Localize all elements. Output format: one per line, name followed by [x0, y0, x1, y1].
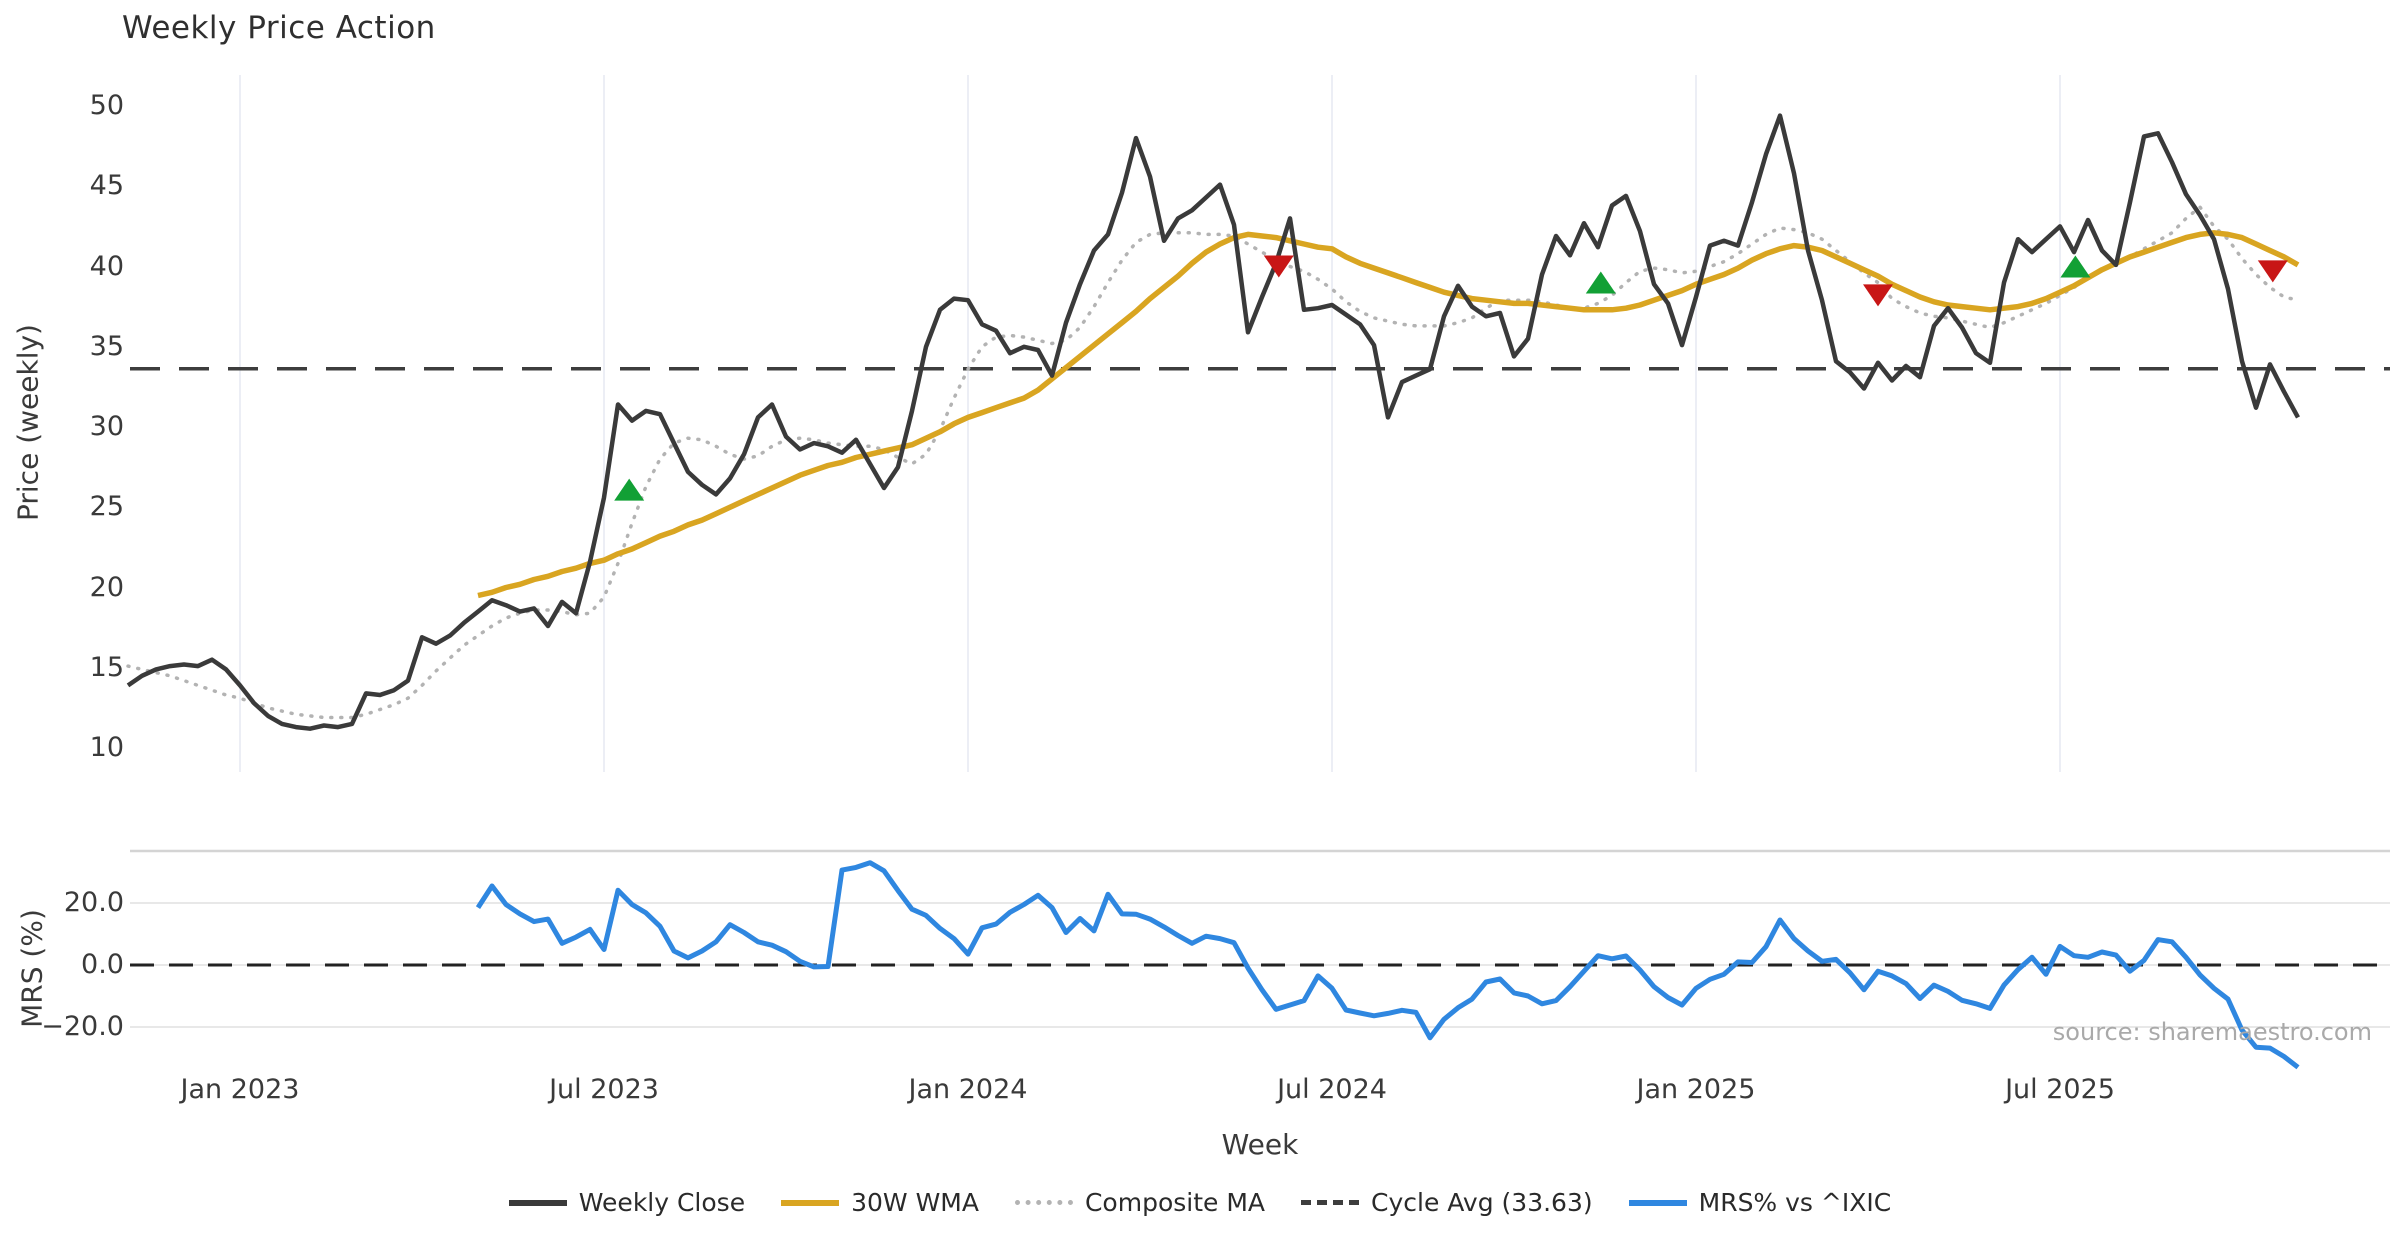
legend-swatch-icon	[508, 1199, 567, 1206]
mrs-y-tick-label: −20.0	[41, 1011, 124, 1042]
legend-swatch-icon	[1628, 1199, 1687, 1206]
legend-label: Composite MA	[1084, 1188, 1266, 1217]
legend-label: Weekly Close	[578, 1188, 746, 1217]
main-y-tick-label: 40	[89, 250, 124, 282]
legend-label: 30W WMA	[851, 1188, 979, 1217]
main-y-tick-label: 50	[89, 90, 124, 121]
x-tick-label: Jul 2023	[549, 1074, 659, 1105]
buy-marker-icon	[614, 478, 645, 501]
sell-marker-icon	[2257, 260, 2288, 283]
main-y-tick-label: 20	[89, 571, 124, 603]
wma-30w-line	[477, 230, 2300, 599]
legend-item: 30W WMA	[781, 1188, 979, 1217]
composite-ma-line	[126, 205, 2300, 720]
legend-swatch-icon	[1014, 1200, 1073, 1205]
x-tick-label: Jul 2024	[1277, 1074, 1387, 1105]
legend-item: MRS% vs ^IXIC	[1628, 1188, 1892, 1217]
legend-swatch-icon	[781, 1199, 840, 1206]
main-y-tick-label: 25	[89, 491, 124, 523]
buy-marker-icon	[1585, 271, 1616, 294]
legend-label: Cycle Avg (33.63)	[1371, 1188, 1593, 1217]
main-y-tick-label: 35	[89, 330, 124, 362]
main-y-tick-label: 15	[89, 651, 124, 683]
legend-label: MRS% vs ^IXIC	[1698, 1188, 1892, 1217]
x-axis-label: Week	[1221, 1128, 1299, 1161]
legend-item: Weekly Close	[508, 1188, 746, 1217]
sell-marker-icon	[1263, 255, 1294, 278]
buy-marker-icon	[2060, 255, 2091, 278]
x-tick-label: Jan 2025	[1636, 1074, 1756, 1105]
mrs-line	[475, 860, 2300, 1070]
page-title: Weekly Price Action	[122, 10, 436, 46]
mrs-y-tick-label: 20.0	[63, 887, 124, 918]
weekly-close-line	[126, 113, 2300, 731]
source-attribution: source: sharemaestro.com	[2052, 1018, 2372, 1046]
legend-item: Cycle Avg (33.63)	[1301, 1188, 1593, 1217]
legend-swatch-icon	[1301, 1200, 1360, 1205]
sell-marker-icon	[1863, 284, 1893, 307]
x-tick-label: Jan 2023	[180, 1074, 300, 1105]
main-y-tick-label: 45	[89, 170, 124, 202]
main-y-tick-label: 10	[89, 732, 124, 763]
mrs-y-tick-label: 0.0	[81, 949, 124, 980]
x-tick-label: Jul 2025	[2005, 1074, 2115, 1105]
chart-legend: Weekly Close 30W WMA Composite MA Cycle Avg…	[0, 1188, 2400, 1217]
x-tick-label: Jan 2024	[908, 1074, 1028, 1105]
main-y-tick-label: 30	[89, 411, 124, 442]
legend-item: Composite MA	[1014, 1188, 1266, 1217]
